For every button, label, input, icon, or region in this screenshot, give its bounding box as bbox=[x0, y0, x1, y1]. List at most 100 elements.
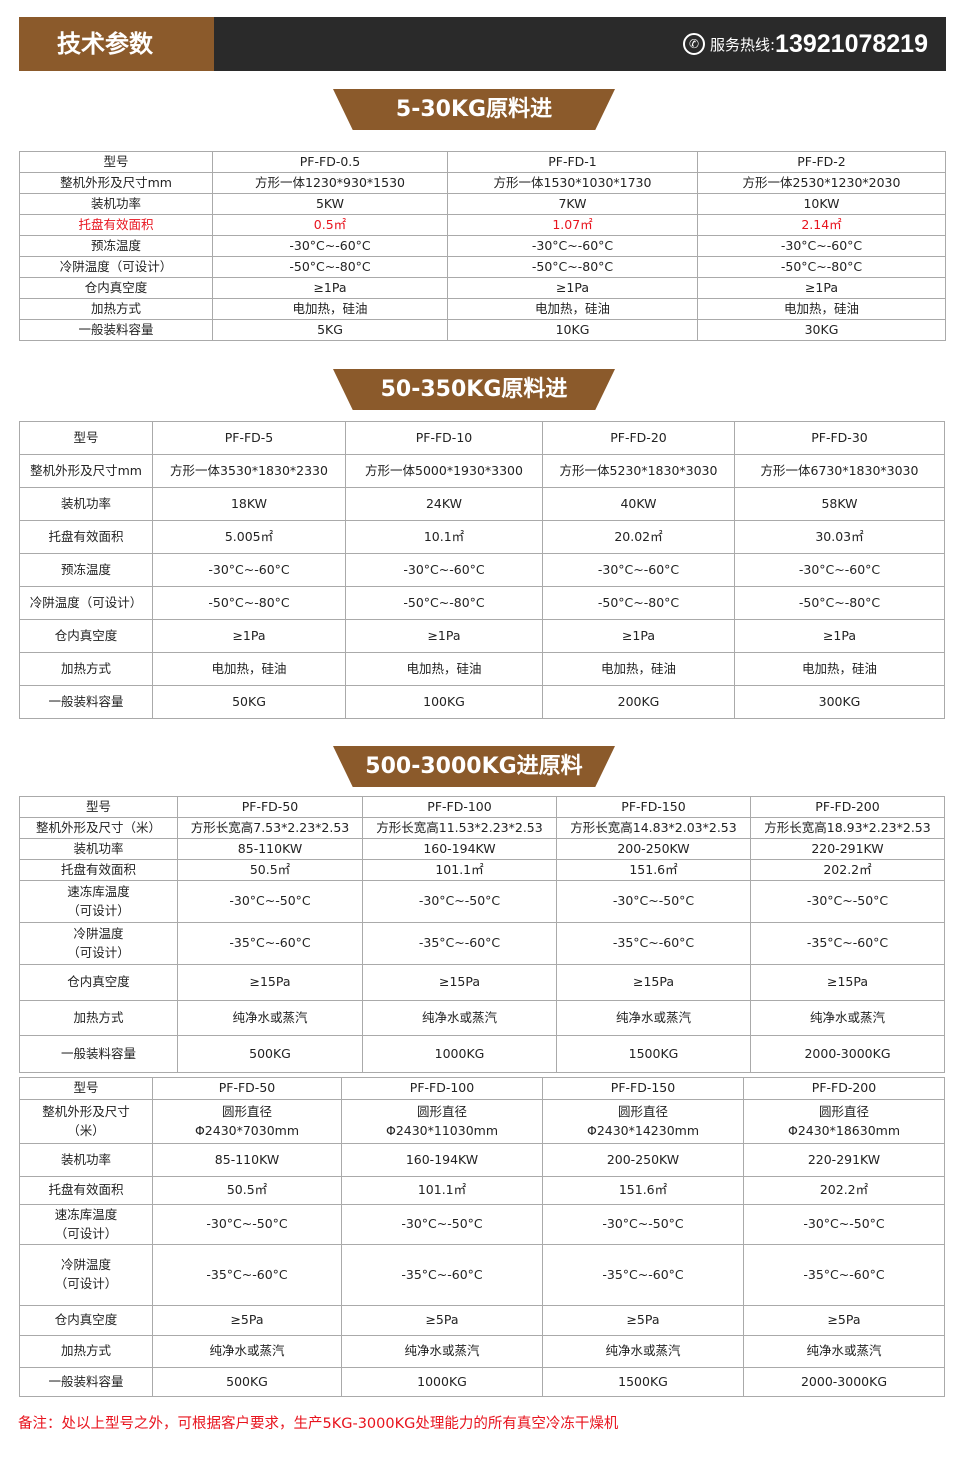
spec-value: 220-291KW bbox=[750, 838, 945, 860]
table-row: 型号 PF-FD-5 PF-FD-10 PF-FD-20 PF-FD-30 bbox=[19, 421, 945, 455]
spec-value: -30°C~-60°C bbox=[152, 553, 346, 587]
spec-value: -30°C~-50°C bbox=[743, 1204, 945, 1245]
row-label: 一般装料容量 bbox=[19, 685, 153, 719]
row-label: 一般装料容量 bbox=[19, 1035, 178, 1073]
table-row: 加热方式 电加热，硅油 电加热，硅油 电加热，硅油 电加热，硅油 bbox=[19, 652, 945, 686]
spec-value: 方形一体3530*1830*2330 bbox=[152, 454, 346, 488]
spec-table-50-350kg: 型号 PF-FD-5 PF-FD-10 PF-FD-20 PF-FD-30 整机外形及尺寸… bbox=[19, 421, 945, 719]
spec-value: 151.6㎡ bbox=[542, 1176, 744, 1205]
spec-value: 1500KG bbox=[556, 1035, 751, 1073]
spec-value: 方形一体1530*1030*1730 bbox=[447, 172, 698, 194]
table-row: 预冻温度 -30°C~-60°C -30°C~-60°C -30°C~-60°C -30… bbox=[19, 553, 945, 587]
spec-value: ≥15Pa bbox=[177, 964, 363, 1001]
row-label: 托盘有效面积 bbox=[19, 214, 213, 236]
spec-value: 1.07㎡ bbox=[447, 214, 698, 236]
table-row: 整机外形及尺寸mm 方形一体3530*1830*2330 方形一体5000*1930… bbox=[19, 454, 945, 488]
spec-value: -50°C~-80°C bbox=[697, 256, 946, 278]
banner-5-30kg: 5-30KG原料进 bbox=[333, 89, 615, 130]
row-label: 预冻温度 bbox=[19, 553, 153, 587]
spec-value: 圆形直径 Φ2430*18630mm bbox=[743, 1099, 945, 1144]
row-label: 装机功率 bbox=[19, 1143, 153, 1177]
table-row: 装机功率 5KW 7KW 10KW bbox=[19, 193, 946, 215]
spec-value: 电加热，硅油 bbox=[697, 298, 946, 320]
model-header: PF-FD-150 bbox=[556, 796, 751, 818]
spec-value: 160-194KW bbox=[362, 838, 557, 860]
model-header: PF-FD-100 bbox=[341, 1077, 543, 1100]
spec-table-500-3000kg-round: 型号 PF-FD-50 PF-FD-100 PF-FD-150 PF-FD-200 整机外… bbox=[19, 1077, 945, 1397]
row-label: 加热方式 bbox=[19, 298, 213, 320]
model-header: PF-FD-20 bbox=[542, 421, 735, 455]
row-label: 加热方式 bbox=[19, 652, 153, 686]
table-row: 装机功率 85-110KW 160-194KW 200-250KW 220-291KW bbox=[19, 838, 945, 860]
row-label: 仓内真空度 bbox=[19, 619, 153, 653]
table-row: 加热方式 纯净水或蒸汽 纯净水或蒸汽 纯净水或蒸汽 纯净水或蒸汽 bbox=[19, 1335, 945, 1368]
spec-value: 101.1㎡ bbox=[362, 859, 557, 881]
row-label: 预冻温度 bbox=[19, 235, 213, 257]
spec-value: -35°C~-60°C bbox=[152, 1244, 342, 1306]
hotline: ✆ 服务热线: 13921078219 bbox=[682, 17, 928, 71]
spec-value: 方形一体5230*1830*3030 bbox=[542, 454, 735, 488]
spec-value: ≥1Pa bbox=[697, 277, 946, 299]
spec-value: 1000KG bbox=[341, 1367, 543, 1397]
table-row: 托盘有效面积 50.5㎡ 101.1㎡ 151.6㎡ 202.2㎡ bbox=[19, 859, 945, 881]
table-row: 托盘有效面积 0.5㎡ 1.07㎡ 2.14㎡ bbox=[19, 214, 946, 236]
spec-value: -30°C~-60°C bbox=[447, 235, 698, 257]
spec-value: -30°C~-50°C bbox=[341, 1204, 543, 1245]
spec-value: 58KW bbox=[734, 487, 945, 521]
model-header: PF-FD-2 bbox=[697, 151, 946, 173]
table-row: 冷阱温度 （可设计） -35°C~-60°C -35°C~-60°C -35°C~-6… bbox=[19, 922, 945, 965]
spec-value: 24KW bbox=[345, 487, 543, 521]
spec-value: -35°C~-60°C bbox=[362, 922, 557, 965]
row-label: 冷阱温度 （可设计） bbox=[19, 922, 178, 965]
spec-value: -50°C~-80°C bbox=[152, 586, 346, 620]
spec-value: -30°C~-50°C bbox=[750, 880, 945, 923]
spec-value: ≥1Pa bbox=[542, 619, 735, 653]
row-label: 型号 bbox=[19, 1077, 153, 1100]
row-label: 一般装料容量 bbox=[19, 1367, 153, 1397]
row-label: 一般装料容量 bbox=[19, 319, 213, 341]
table-row: 冷阱温度（可设计） -50°C~-80°C -50°C~-80°C -50°C~-80… bbox=[19, 256, 946, 278]
table-row: 型号 PF-FD-0.5 PF-FD-1 PF-FD-2 bbox=[19, 151, 946, 173]
row-label: 加热方式 bbox=[19, 1000, 178, 1036]
row-label: 托盘有效面积 bbox=[19, 859, 178, 881]
model-header: PF-FD-150 bbox=[542, 1077, 744, 1100]
table-row: 速冻库温度 （可设计） -30°C~-50°C -30°C~-50°C -30°C~-… bbox=[19, 1204, 945, 1245]
spec-value: 电加热，硅油 bbox=[212, 298, 448, 320]
spec-value: 85-110KW bbox=[177, 838, 363, 860]
table-row: 整机外形及尺寸（米） 方形长宽高7.53*2.23*2.53 方形长宽高11.53*… bbox=[19, 817, 945, 839]
banner-50-350kg: 50-350KG原料进 bbox=[333, 369, 615, 410]
spec-value: -30°C~-60°C bbox=[734, 553, 945, 587]
spec-value: 30.03㎡ bbox=[734, 520, 945, 554]
spec-value: 40KW bbox=[542, 487, 735, 521]
spec-value: -50°C~-80°C bbox=[345, 586, 543, 620]
phone-icon: ✆ bbox=[682, 33, 705, 55]
spec-value: ≥1Pa bbox=[734, 619, 945, 653]
banner-500-3000kg: 500-3000KG进原料 bbox=[333, 746, 615, 787]
spec-value: -35°C~-60°C bbox=[542, 1244, 744, 1306]
model-header: PF-FD-100 bbox=[362, 796, 557, 818]
spec-value: ≥5Pa bbox=[341, 1305, 543, 1336]
spec-value: 方形一体1230*930*1530 bbox=[212, 172, 448, 194]
table-row: 冷阱温度（可设计） -50°C~-80°C -50°C~-80°C -50°C~-80… bbox=[19, 586, 945, 620]
spec-value: 200-250KW bbox=[556, 838, 751, 860]
row-label: 速冻库温度 （可设计） bbox=[19, 1204, 153, 1245]
row-label: 整机外形及尺寸mm bbox=[19, 454, 153, 488]
spec-value: -35°C~-60°C bbox=[341, 1244, 543, 1306]
spec-value: 202.2㎡ bbox=[750, 859, 945, 881]
spec-value: 方形长宽高7.53*2.23*2.53 bbox=[177, 817, 363, 839]
model-header: PF-FD-50 bbox=[177, 796, 363, 818]
row-label: 整机外形及尺寸 （米） bbox=[19, 1099, 153, 1144]
spec-value: 方形长宽高11.53*2.23*2.53 bbox=[362, 817, 557, 839]
spec-value: 电加热，硅油 bbox=[447, 298, 698, 320]
spec-value: 5KG bbox=[212, 319, 448, 341]
model-header: PF-FD-30 bbox=[734, 421, 945, 455]
spec-value: 18KW bbox=[152, 487, 346, 521]
table-row: 一般装料容量 500KG 1000KG 1500KG 2000-3000KG bbox=[19, 1035, 945, 1073]
row-label: 型号 bbox=[19, 151, 213, 173]
row-label: 托盘有效面积 bbox=[19, 1176, 153, 1205]
model-header: PF-FD-1 bbox=[447, 151, 698, 173]
row-label: 装机功率 bbox=[19, 487, 153, 521]
spec-value: 电加热，硅油 bbox=[734, 652, 945, 686]
spec-value: 纯净水或蒸汽 bbox=[556, 1000, 751, 1036]
table-row: 型号 PF-FD-50 PF-FD-100 PF-FD-150 PF-FD-200 bbox=[19, 796, 945, 818]
